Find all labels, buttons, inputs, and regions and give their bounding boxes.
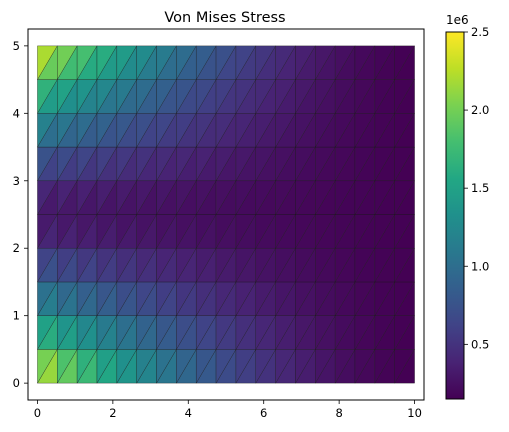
mesh-triangle [334,45,356,81]
x-tick-label: 8 [335,406,342,420]
y-tick-label: 1 [13,309,20,323]
stress-mesh [37,45,415,384]
colorbar-frame [445,31,465,400]
mesh-triangle [96,45,118,81]
mesh-triangle [315,45,336,81]
colorbar-ticks: 0.5 1.0 1.5 2.0 2.5 [464,25,489,351]
colorbar-tick-label: 1.0 [471,259,489,273]
colorbar-tick-label: 1.5 [471,181,489,195]
x-tick-label: 4 [185,406,192,420]
colorbar-offset-text: 1e6 [446,13,469,27]
x-tick-label: 6 [260,406,267,420]
mesh-triangle [156,45,177,81]
y-tick-label: 3 [13,174,20,188]
mesh-triangle [116,45,138,81]
colorbar: 1e6 0.5 1.0 1.5 2.0 2.5 [445,13,489,400]
mesh-triangle [176,45,197,81]
mesh-triangle [57,45,78,81]
mesh-triangle [394,45,415,81]
x-tick-label: 10 [407,406,422,420]
mesh-triangle [215,45,237,81]
mesh-triangle [374,45,396,81]
mesh-triangle [354,45,376,81]
colorbar-tick-label: 2.5 [471,25,489,39]
colorbar-tick-label: 0.5 [471,337,489,351]
y-axis: 0 1 2 3 4 5 [13,39,28,390]
mesh-triangle [255,45,277,81]
mesh-triangle [235,45,257,81]
colorbar-gradient [446,32,464,399]
mesh-triangle [295,45,316,81]
plot-frame [27,28,425,401]
mesh-triangle [196,45,217,81]
y-tick-label: 4 [13,106,20,120]
mesh-triangle [275,45,296,81]
x-axis: 0 2 4 6 8 10 [34,400,422,420]
mesh-triangle [136,45,157,81]
y-tick-label: 2 [13,241,20,255]
colorbar-tick-label: 2.0 [471,103,489,117]
y-tick-label: 5 [13,39,20,53]
chart-title: Von Mises Stress [164,10,285,26]
mesh-triangle [76,45,98,81]
y-tick-label: 0 [13,376,20,390]
x-tick-label: 2 [109,406,116,420]
mesh-triangle [37,45,58,81]
x-tick-label: 0 [34,406,41,420]
